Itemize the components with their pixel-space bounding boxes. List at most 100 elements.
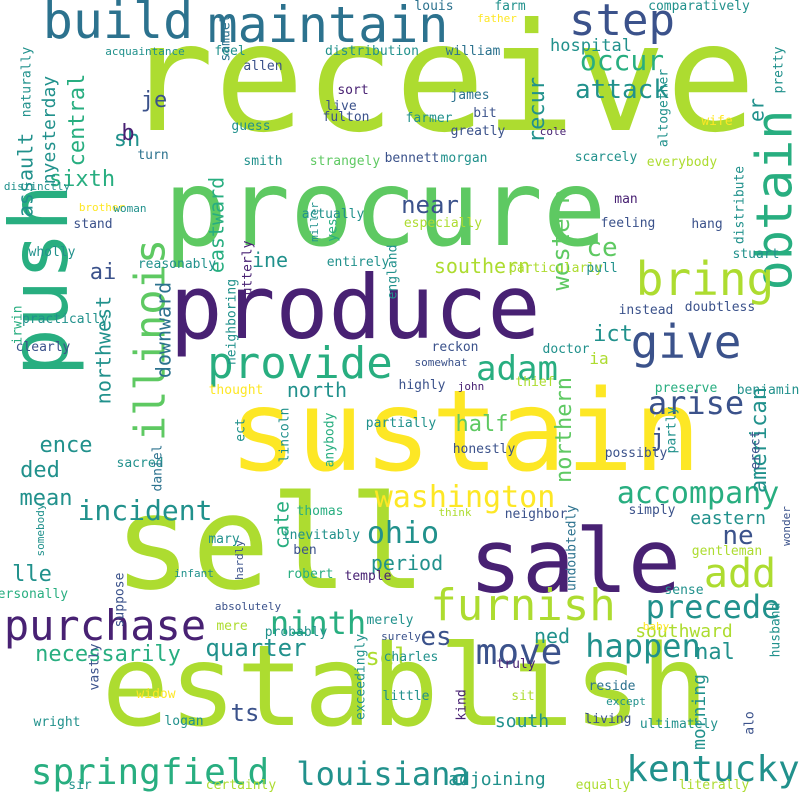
word-truly: truly xyxy=(496,657,535,672)
word-ce: ce xyxy=(586,233,617,263)
word-partially: partially xyxy=(366,416,437,431)
word-hardly: hardly xyxy=(233,540,246,580)
word-bit: bit xyxy=(473,106,496,121)
word-north: north xyxy=(287,378,347,402)
word-suppose: suppose xyxy=(113,572,128,627)
word-reasonably: reasonably xyxy=(138,257,216,272)
word-comparatively: comparatively xyxy=(648,0,750,14)
word-hang: hang xyxy=(691,217,722,232)
word-distribution: distribution xyxy=(325,44,419,59)
word-nyesterday: nyesterday xyxy=(39,76,60,185)
word-doubtless: doubtless xyxy=(685,300,755,315)
word-temple: temple xyxy=(345,569,392,584)
word-es: es xyxy=(420,622,451,652)
word-honestly: honestly xyxy=(453,442,516,457)
word-louisiana: louisiana xyxy=(296,755,469,793)
word-personally: personally xyxy=(0,587,68,602)
word-accompany: accompany xyxy=(617,476,780,511)
word-push: push xyxy=(0,184,86,377)
word-wholly: wholly xyxy=(29,245,76,260)
word-je: je xyxy=(141,88,168,113)
word-neighboring: neighboring xyxy=(225,279,240,365)
word-illinois: illinois xyxy=(126,239,175,441)
word-infant: infant xyxy=(174,567,214,580)
word-acquaintance: acquaintance xyxy=(105,45,184,58)
word-hospital: hospital xyxy=(550,36,632,56)
word-naturally: naturally xyxy=(20,47,35,118)
word-yes: yes xyxy=(326,218,341,241)
word-period: period xyxy=(371,551,443,575)
word-cate: cate xyxy=(270,501,294,549)
word-pretty: pretty xyxy=(772,46,787,93)
word-nal: nal xyxy=(695,640,735,665)
word-thought: thought xyxy=(209,383,264,398)
word-alo: alo xyxy=(743,711,758,734)
word-greatly: greatly xyxy=(451,124,506,139)
word-lle: lle xyxy=(12,562,52,587)
word-literally: literally xyxy=(679,778,750,793)
word-sustain: sustain xyxy=(229,367,701,497)
word-surely: surely xyxy=(381,630,421,643)
word-bring: bring xyxy=(636,252,774,306)
word-sh: sh xyxy=(114,127,141,152)
word-northwest: northwest xyxy=(92,296,116,404)
word-occur: occur xyxy=(580,44,664,77)
word-husband: husband xyxy=(769,603,784,658)
word-b: b xyxy=(121,121,134,146)
word-southward: southward xyxy=(635,621,733,642)
word-equally: equally xyxy=(576,778,631,793)
word-pull: pull xyxy=(586,261,617,276)
word-ts: ts xyxy=(231,699,260,727)
word-doctor: doctor xyxy=(543,342,590,357)
word-lincoln: lincoln xyxy=(278,408,293,463)
word-clearly: clearly xyxy=(16,340,71,355)
word-ect: ect xyxy=(234,418,249,441)
word-feeling: feeling xyxy=(601,216,656,231)
word-turn: turn xyxy=(137,148,168,163)
word-attack: attack xyxy=(575,75,669,105)
word-instead: instead xyxy=(619,303,674,318)
word-wife: wife xyxy=(701,114,732,129)
word-distribute: distribute xyxy=(733,166,748,244)
word-obtain: obtain xyxy=(746,110,800,291)
word-especially: especially xyxy=(404,216,482,231)
word-actually: actually xyxy=(302,207,365,222)
word-produce: produce xyxy=(170,256,541,359)
word-think: think xyxy=(438,506,471,519)
word-give: give xyxy=(631,315,742,369)
word-northern: northern xyxy=(552,377,577,483)
word-western: western xyxy=(547,189,575,290)
word-partly: partly xyxy=(665,406,680,453)
word-ninth: ninth xyxy=(270,604,366,642)
word-practically: practically xyxy=(22,312,108,327)
word-ine: ine xyxy=(252,248,288,272)
word-feel: feel xyxy=(214,44,245,59)
word-except: except xyxy=(606,695,646,708)
word-somebody: somebody xyxy=(34,503,47,556)
word-louis: louis xyxy=(414,0,453,14)
word-farmer: farmer xyxy=(406,111,453,126)
word-ultimately: ultimately xyxy=(640,717,718,732)
word-samuel: samuel xyxy=(219,15,234,62)
word-j: j xyxy=(651,424,665,452)
word-washington: washington xyxy=(375,480,556,515)
word-central: central xyxy=(65,74,90,167)
word-reside: reside xyxy=(589,679,636,694)
word-stuart: stuart xyxy=(733,247,780,262)
word-certainly: certainly xyxy=(206,778,277,793)
word-preserve: preserve xyxy=(655,381,718,396)
word-south: south xyxy=(495,711,549,732)
word-thief: thief xyxy=(515,375,554,390)
word-reckon: reckon xyxy=(432,340,479,355)
word-sort: sort xyxy=(337,83,368,98)
word-daniel: daniel xyxy=(151,445,166,492)
word-assault: assault xyxy=(14,133,38,217)
word-quarter: quarter xyxy=(205,634,306,662)
word-little: little xyxy=(383,689,430,704)
word-inevitably: inevitably xyxy=(282,528,360,543)
word-kind: kind xyxy=(455,689,470,720)
word-living: living xyxy=(585,712,632,727)
word-man: man xyxy=(614,192,637,207)
word-james: james xyxy=(450,88,489,103)
word-gentleman: gentleman xyxy=(692,544,762,559)
